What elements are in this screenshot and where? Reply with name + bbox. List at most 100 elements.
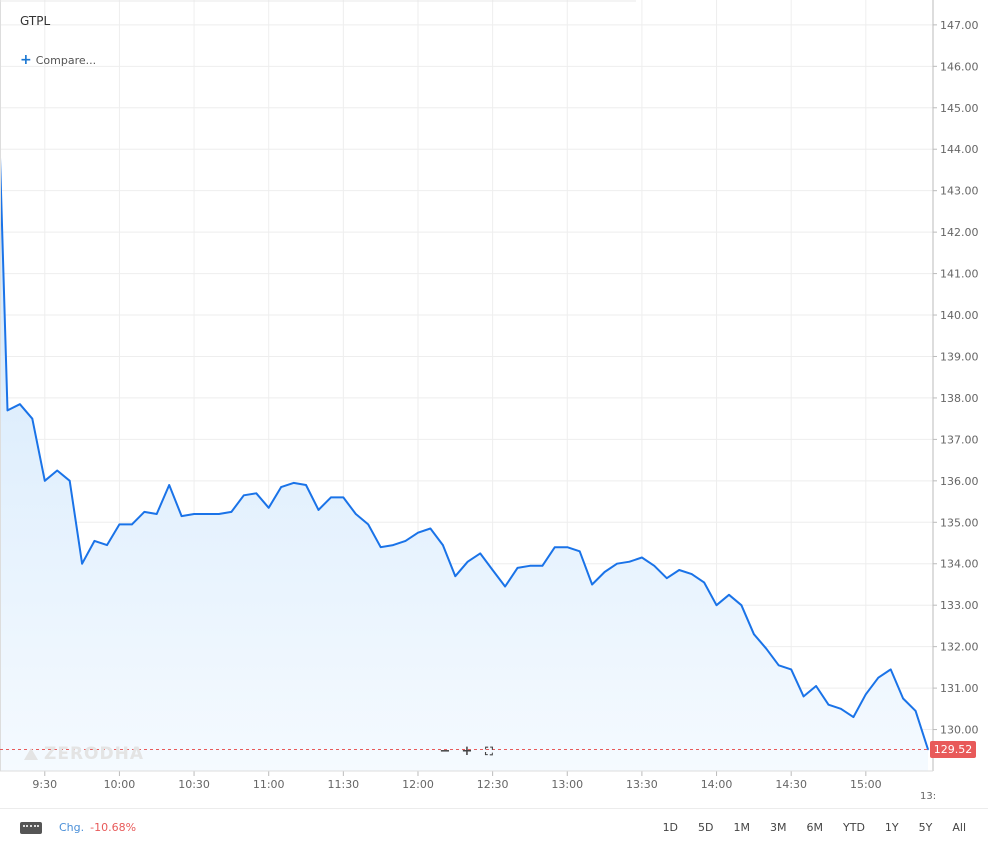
x-tick: 15:00 — [850, 771, 882, 791]
series-point — [715, 604, 718, 606]
series-point — [479, 552, 482, 555]
range-button-1d[interactable]: 1D — [662, 821, 679, 834]
y-tick-label: 135.00 — [940, 516, 979, 529]
y-tick-label: 137.00 — [940, 433, 979, 446]
series-point — [379, 546, 382, 548]
series-point — [118, 523, 121, 526]
x-tick-label: 9:30 — [32, 778, 57, 791]
bottom-toolbar: Chg. -10.68% 1D 5D 1M 3M 6M YTD 1Y 5Y All — [0, 808, 988, 849]
series-point — [6, 409, 9, 412]
series-line — [0, 157, 929, 750]
series-point — [243, 494, 245, 497]
logo-icon — [24, 748, 38, 760]
y-tick: 140.00 — [933, 309, 979, 322]
range-selector: 1D 5D 1M 3M 6M YTD 1Y 5Y All — [643, 821, 966, 834]
x-tick-label: 10:00 — [104, 778, 136, 791]
series-point — [678, 569, 680, 571]
x-tick: 13:30 — [626, 771, 658, 791]
keyboard-icon[interactable] — [20, 822, 42, 834]
range-button-1m[interactable]: 1M — [733, 821, 751, 834]
series-point — [578, 550, 581, 553]
x-tick-label: 11:00 — [253, 778, 285, 791]
series-point — [267, 507, 270, 509]
series-point — [56, 469, 58, 472]
y-tick: 138.00 — [933, 392, 979, 405]
range-button-5y[interactable]: 5Y — [918, 821, 933, 834]
series-point — [777, 664, 780, 667]
y-tick: 146.00 — [933, 60, 979, 73]
y-tick: 145.00 — [933, 102, 979, 115]
x-tick-label: 12:30 — [477, 778, 509, 791]
series-point — [367, 523, 370, 526]
x-axis: 9:30 10:00 10:30 11:00 11:30 12:00 12:30 13:00 1… — [0, 0, 933, 791]
series-point — [889, 668, 892, 671]
x-tick: 11:00 — [253, 771, 285, 791]
series-point — [516, 567, 519, 569]
y-tick: 132.00 — [933, 641, 979, 654]
y-tick: 142.00 — [933, 226, 979, 239]
y-tick-label: 146.00 — [940, 60, 979, 73]
series-point — [802, 695, 805, 698]
series-point — [292, 482, 295, 484]
x-tick: 14:00 — [701, 771, 733, 791]
y-tick-label: 130.00 — [940, 724, 979, 737]
y-tick: 144.00 — [933, 143, 979, 156]
series-point — [815, 685, 817, 687]
series-point — [317, 509, 320, 511]
x-tick-label: 13:30 — [626, 778, 658, 791]
series-point — [429, 527, 432, 530]
zoom-out-button[interactable]: − — [439, 744, 451, 759]
x-tick-label: 13:00 — [551, 778, 583, 791]
range-button-1y[interactable]: 1Y — [884, 821, 899, 834]
y-tick-label: 139.00 — [940, 350, 979, 363]
x-tick-label: 14:00 — [701, 778, 733, 791]
series-point — [865, 693, 867, 696]
series-point — [280, 486, 282, 488]
series-point — [355, 513, 357, 515]
series-point — [218, 513, 220, 515]
range-button-6m[interactable]: 6M — [806, 821, 824, 834]
compare-button[interactable]: + Compare... — [20, 52, 96, 68]
price-chart[interactable]: 130.00 131.00 132.00 133.00 134.00 135.00 136.… — [0, 0, 988, 808]
series-point — [19, 403, 21, 406]
zoom-in-button[interactable]: + — [461, 744, 473, 759]
change-readout: Chg. -10.68% — [59, 821, 136, 834]
series-point — [690, 573, 693, 575]
y-tick-label: 138.00 — [940, 392, 979, 405]
series-point — [205, 513, 208, 515]
x-tick-label: 14:30 — [775, 778, 807, 791]
range-button-5d[interactable]: 5D — [698, 821, 714, 834]
y-tick-label: 143.00 — [940, 185, 979, 198]
series-point — [193, 513, 195, 515]
fullscreen-icon[interactable]: ⛶ — [485, 745, 493, 758]
y-tick: 137.00 — [933, 433, 979, 446]
series-point — [616, 562, 618, 565]
range-button-ytd[interactable]: YTD — [843, 821, 865, 834]
series-point — [454, 575, 457, 577]
compare-label: Compare... — [35, 54, 97, 67]
range-button-all[interactable]: All — [952, 821, 966, 834]
series-point — [877, 676, 880, 679]
series-point — [44, 480, 46, 482]
series-point — [143, 511, 146, 513]
x-tick: 10:00 — [104, 771, 136, 791]
series-point — [914, 710, 917, 712]
y-tick-label: 145.00 — [940, 102, 979, 115]
series-point — [180, 515, 183, 517]
x-tick-label: 11:30 — [327, 778, 359, 791]
y-axis: 130.00 131.00 132.00 133.00 134.00 135.00 136.… — [932, 0, 979, 771]
y-tick-label: 141.00 — [940, 268, 979, 281]
series-point — [641, 556, 643, 559]
range-button-3m[interactable]: 3M — [770, 821, 787, 834]
x-tick-label: 10:30 — [178, 778, 210, 791]
series-point — [491, 569, 494, 571]
y-tick: 133.00 — [933, 599, 979, 612]
change-value: -10.68% — [90, 821, 137, 834]
x-tick: 10:30 — [178, 771, 210, 791]
y-tick-label: 134.00 — [940, 558, 979, 571]
y-tick-label: 140.00 — [940, 309, 979, 322]
series-point — [404, 540, 407, 542]
series-point — [728, 594, 730, 596]
series-point — [852, 716, 855, 718]
x-tick: 12:00 — [402, 771, 434, 791]
